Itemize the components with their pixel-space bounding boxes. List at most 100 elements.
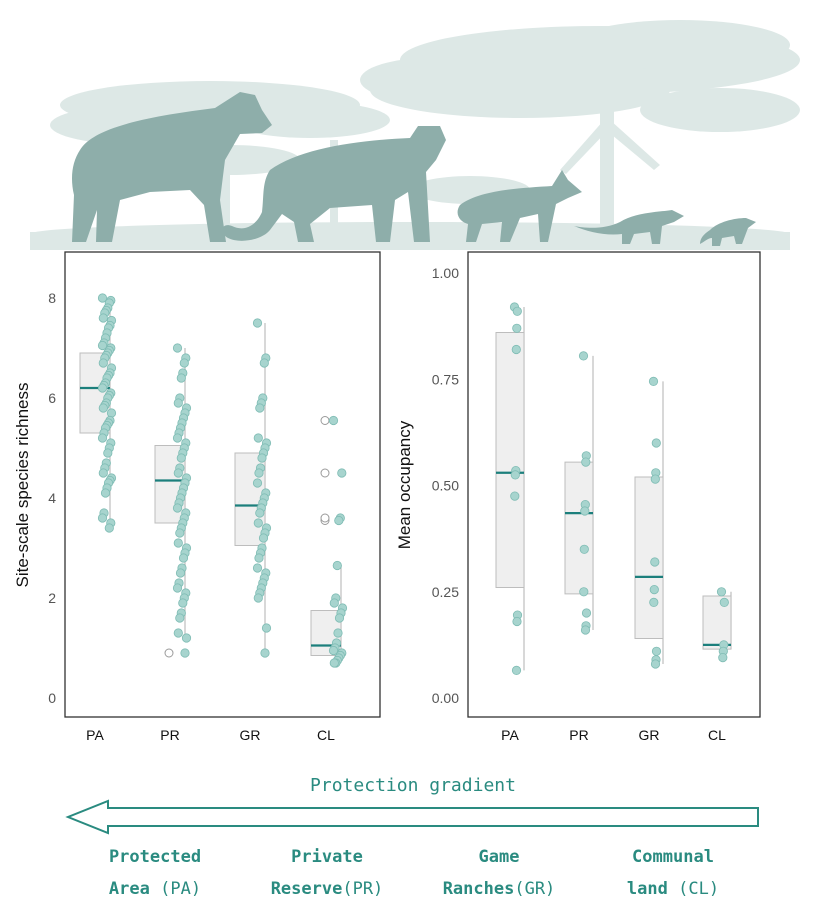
mean-occupancy-panel: Mean occupancy 0.00 0.25 0.50 0.75 1.00 PA PR… xyxy=(395,251,761,743)
data-point xyxy=(718,652,728,663)
data-point xyxy=(252,478,263,488)
zone-name: Communal xyxy=(632,847,714,867)
data-point xyxy=(175,528,185,538)
data-point xyxy=(252,318,263,328)
gradient-label: Protection gradient xyxy=(310,775,516,796)
zone-abbreviation: (CL) xyxy=(668,879,719,899)
data-point xyxy=(337,468,347,478)
data-point xyxy=(97,293,108,303)
data-point xyxy=(254,553,264,563)
outlier-point xyxy=(320,468,330,478)
data-point xyxy=(651,438,661,448)
data-point xyxy=(716,587,727,597)
y-tick-label: 1.00 xyxy=(432,265,459,281)
iqr-box xyxy=(702,595,732,650)
data-point xyxy=(511,344,521,355)
protection-gradient: Protection gradient Protected Area (PA) Pr… xyxy=(65,775,759,899)
y-tick-label: 6 xyxy=(48,390,56,406)
y-axis-label: Mean occupancy xyxy=(395,420,414,549)
zone-abbreviation: (PR) xyxy=(342,879,383,899)
data-point xyxy=(510,470,520,480)
data-point xyxy=(650,659,661,669)
y-tick-label: 8 xyxy=(48,290,56,306)
data-point xyxy=(175,568,186,578)
data-point xyxy=(581,608,592,618)
y-tick-label: 4 xyxy=(48,490,56,506)
x-tick-label: GR xyxy=(240,727,261,743)
data-point xyxy=(97,433,108,443)
data-point xyxy=(719,597,729,608)
data-point xyxy=(649,597,659,608)
plot-frame xyxy=(64,251,381,718)
zone-name-abbr: Ranches(GR) xyxy=(443,879,556,899)
data-point xyxy=(328,415,339,426)
zone-name-abbr: land (CL) xyxy=(627,879,719,899)
zone-abbreviation: (GR) xyxy=(514,879,555,899)
data-point xyxy=(175,613,185,623)
data-point xyxy=(253,433,263,443)
data-point xyxy=(252,563,263,573)
data-point xyxy=(179,358,189,368)
data-point xyxy=(103,448,113,458)
y-tick-label: 0.00 xyxy=(432,690,459,706)
data-point xyxy=(97,340,108,351)
data-point xyxy=(172,433,183,443)
data-point xyxy=(176,453,186,463)
data-point xyxy=(98,468,108,478)
outlier-point xyxy=(320,513,330,523)
data-point xyxy=(98,313,108,323)
data-point xyxy=(253,518,263,528)
zone-name-second-line: Area xyxy=(109,879,150,899)
hyena-icon xyxy=(72,92,272,242)
x-tick-label: PA xyxy=(501,727,519,743)
y-tick-label: 0.50 xyxy=(432,478,459,494)
outlier-point xyxy=(164,648,174,658)
data-point xyxy=(97,383,108,393)
iqr-box xyxy=(634,476,664,639)
data-point xyxy=(649,584,659,595)
data-point xyxy=(255,508,265,518)
data-point xyxy=(176,373,186,383)
y-tick-label: 0.25 xyxy=(432,584,459,600)
jackal-icon xyxy=(457,170,582,242)
data-point xyxy=(181,633,192,643)
zone-name-second-line: land xyxy=(627,879,668,899)
zone-name: Game xyxy=(479,847,520,867)
leopard-icon xyxy=(222,126,446,242)
data-point xyxy=(650,557,660,567)
data-point xyxy=(650,474,660,484)
x-tick-label: CL xyxy=(708,727,726,743)
data-point xyxy=(257,453,267,463)
data-point xyxy=(106,408,117,418)
zone-name-abbr: Reserve(PR) xyxy=(271,879,384,899)
zone-name-second-line: Reserve xyxy=(271,879,343,899)
data-point xyxy=(332,560,342,571)
data-point xyxy=(333,628,343,638)
zone-name: Protected xyxy=(109,847,201,867)
data-point xyxy=(329,598,339,608)
data-point xyxy=(581,457,591,467)
left-arrow-icon xyxy=(65,799,759,835)
mongoose-icon xyxy=(574,210,684,244)
species-richness-panel: Site-scale species richness 0 2 4 6 8 PA PR GR… xyxy=(13,251,381,743)
data-point xyxy=(100,488,111,498)
data-point xyxy=(580,506,590,516)
x-tick-label: CL xyxy=(317,727,335,743)
y-tick-label: 0.75 xyxy=(432,371,459,387)
data-point xyxy=(254,468,264,478)
savanna-silhouette-header xyxy=(30,20,800,250)
x-tick-label: GR xyxy=(639,727,660,743)
data-point xyxy=(98,358,108,368)
iqr-box xyxy=(495,332,525,588)
meerkat-icon xyxy=(700,218,756,246)
data-point xyxy=(512,306,522,316)
data-point xyxy=(180,648,190,658)
data-point xyxy=(172,583,183,593)
data-point xyxy=(651,646,662,656)
data-point xyxy=(173,468,183,478)
data-point xyxy=(253,593,263,603)
data-point xyxy=(178,598,188,608)
x-tick-label: PR xyxy=(569,727,588,743)
data-point xyxy=(578,351,589,361)
data-point xyxy=(512,616,522,627)
